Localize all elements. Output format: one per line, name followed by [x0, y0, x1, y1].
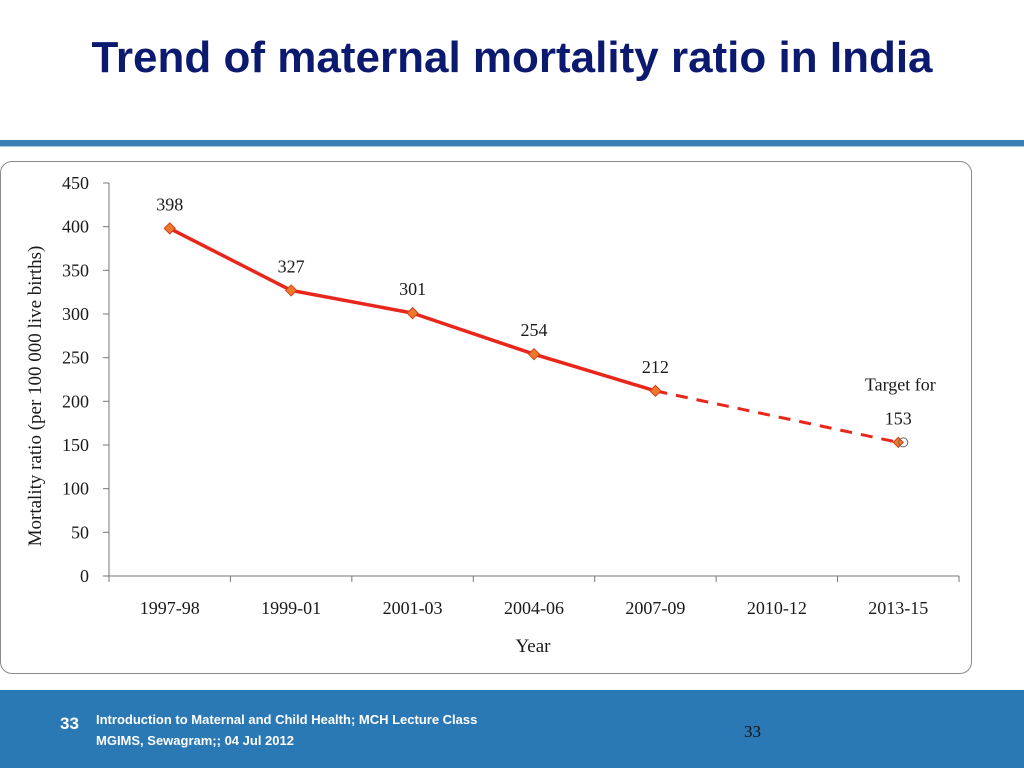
series	[163, 222, 909, 449]
y-axis-title: Mortality ratio (per 100 000 live births…	[25, 246, 46, 547]
footer-bar: 33 Introduction to Maternal and Child He…	[0, 690, 1024, 768]
x-tick-label: 2007-09	[625, 598, 685, 618]
data-label: 212	[642, 357, 669, 377]
target-projection-line	[655, 389, 899, 444]
y-tick-label: 400	[62, 217, 89, 237]
x-tick-label: 2001-03	[383, 598, 443, 618]
footer-course-title: Introduction to Maternal and Child Healt…	[96, 712, 478, 727]
footer-slide-number: 33	[60, 714, 79, 733]
data-label: 327	[278, 256, 305, 276]
footer-page-number: 33	[744, 722, 761, 741]
x-tick-label: 2013-15	[868, 598, 928, 618]
target-annotation: Target for	[865, 374, 936, 394]
data-point-marker	[527, 347, 541, 361]
footer-institution-date: MGIMS, Sewagram;; 04 Jul 2012	[96, 733, 294, 748]
data-point-marker	[649, 384, 662, 398]
x-tick-label: 2004-06	[504, 598, 564, 618]
data-label: 254	[521, 320, 548, 340]
y-tick-label: 450	[62, 173, 89, 193]
x-axis: 1997-98 1999-01 2001-03 2004-06 2007-09 2010-…	[108, 575, 960, 618]
y-tick-label: 250	[62, 348, 89, 368]
y-axis: 0 50 100 150 200 250 300 350 400 450	[62, 173, 110, 586]
x-tick-label: 2010-12	[747, 598, 807, 618]
data-labels: 398 327 301 254 212 153 Target for	[156, 194, 936, 428]
data-point-marker	[406, 306, 419, 320]
y-tick-label: 100	[62, 479, 89, 499]
x-tick-label: 1999-01	[261, 598, 321, 618]
y-tick-label: 300	[62, 304, 89, 324]
x-tick-label: 1997-98	[140, 598, 200, 618]
slide-title: Trend of maternal mortality ratio in Ind…	[91, 33, 933, 82]
x-axis-title: Year	[515, 636, 551, 657]
data-point-marker	[163, 222, 176, 235]
data-label: 301	[399, 279, 426, 299]
chart-frame: 0 50 100 150 200 250 300 350 400 450 1997-98 1999-…	[0, 161, 972, 674]
y-tick-label: 0	[80, 566, 89, 586]
data-label: 398	[156, 194, 183, 214]
data-point-marker	[284, 284, 298, 297]
target-point-circle	[898, 437, 909, 448]
y-tick-label: 200	[62, 391, 89, 411]
data-label: 153	[885, 408, 912, 428]
line-chart: 0 50 100 150 200 250 300 350 400 450 1997-98 1999-…	[25, 173, 960, 657]
y-tick-label: 350	[62, 260, 89, 280]
title-divider	[0, 140, 1024, 146]
y-tick-label: 150	[62, 435, 89, 455]
y-tick-label: 50	[71, 522, 89, 542]
